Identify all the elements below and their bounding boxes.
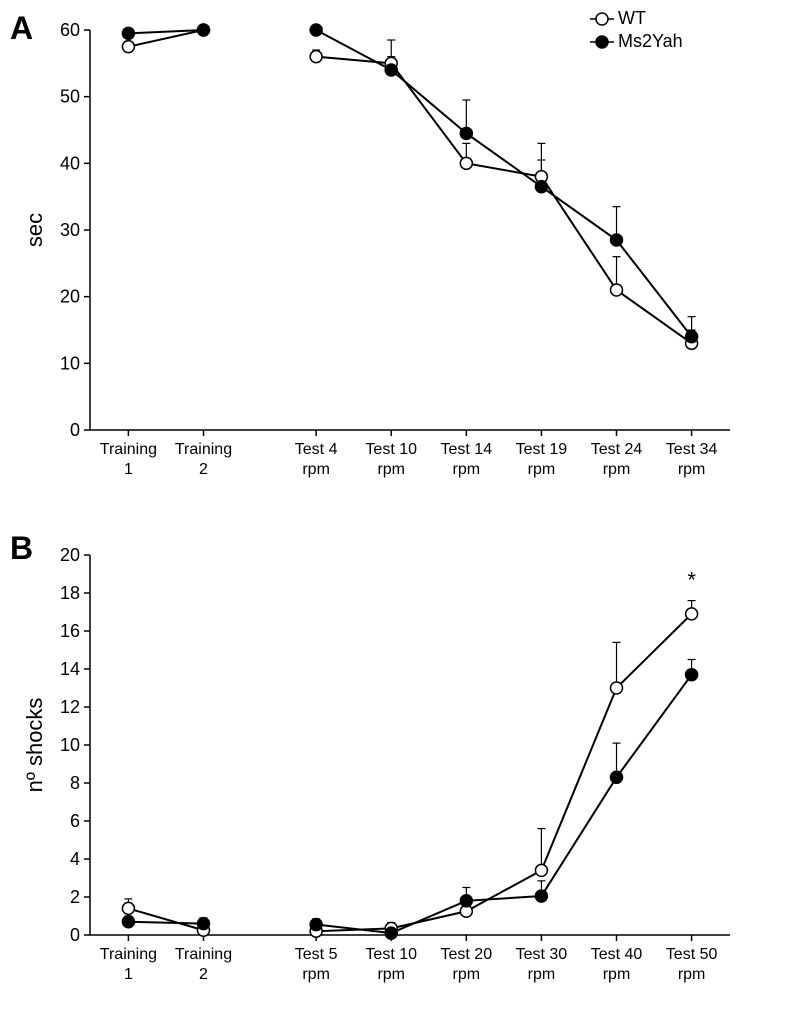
- data-marker: [122, 902, 134, 914]
- data-marker: [310, 919, 322, 931]
- data-marker: [122, 916, 134, 928]
- y-tick-label: 16: [60, 621, 80, 641]
- series-line: [128, 922, 203, 924]
- data-marker: [197, 918, 209, 930]
- x-tick-label: Training: [100, 946, 157, 963]
- annotation: *: [687, 567, 696, 592]
- x-tick-label: rpm: [377, 461, 405, 478]
- x-tick-label: Test 34: [666, 441, 718, 458]
- data-marker: [535, 181, 547, 193]
- y-tick-label: 14: [60, 659, 80, 679]
- x-tick-label: Test 24: [591, 441, 643, 458]
- x-tick-label: rpm: [603, 966, 631, 983]
- x-tick-label: rpm: [603, 461, 631, 478]
- x-tick-label: 1: [124, 461, 133, 478]
- x-tick-label: Training: [175, 946, 232, 963]
- x-tick-label: Training: [100, 441, 157, 458]
- y-tick-label: 30: [60, 220, 80, 240]
- y-tick-label: 20: [60, 287, 80, 307]
- x-tick-label: Test 5: [295, 946, 338, 963]
- y-tick-label: 50: [60, 87, 80, 107]
- x-tick-label: Test 30: [516, 946, 568, 963]
- data-marker: [460, 895, 472, 907]
- x-tick-label: rpm: [678, 966, 706, 983]
- y-tick-label: 10: [60, 353, 80, 373]
- y-tick-label: 0: [70, 420, 80, 440]
- data-marker: [310, 24, 322, 36]
- x-tick-label: Test 40: [591, 946, 643, 963]
- x-tick-label: Test 10: [365, 946, 417, 963]
- x-tick-label: rpm: [528, 461, 556, 478]
- x-tick-label: Test 14: [441, 441, 493, 458]
- y-tick-label: 2: [70, 887, 80, 907]
- y-tick-label: 8: [70, 773, 80, 793]
- data-marker: [310, 51, 322, 63]
- data-marker: [385, 64, 397, 76]
- y-tick-label: 12: [60, 697, 80, 717]
- series-line: [316, 614, 691, 931]
- data-marker: [460, 127, 472, 139]
- series-line: [128, 908, 203, 930]
- x-tick-label: rpm: [302, 461, 330, 478]
- x-tick-label: rpm: [453, 461, 481, 478]
- x-tick-label: Test 19: [516, 441, 568, 458]
- data-marker: [686, 608, 698, 620]
- data-marker: [535, 890, 547, 902]
- x-tick-label: Training: [175, 441, 232, 458]
- series-line: [316, 30, 691, 337]
- x-tick-label: 1: [124, 966, 133, 983]
- y-tick-label: 10: [60, 735, 80, 755]
- data-marker: [686, 669, 698, 681]
- y-tick-label: 60: [60, 20, 80, 40]
- y-tick-label: 6: [70, 811, 80, 831]
- y-tick-label: 40: [60, 153, 80, 173]
- data-marker: [686, 331, 698, 343]
- x-tick-label: Test 4: [295, 441, 338, 458]
- x-tick-label: Test 20: [441, 946, 493, 963]
- x-tick-label: 2: [199, 966, 208, 983]
- y-axis-label: sec: [22, 213, 47, 247]
- x-tick-label: rpm: [302, 966, 330, 983]
- x-tick-label: Test 10: [365, 441, 417, 458]
- data-marker: [122, 27, 134, 39]
- data-marker: [611, 284, 623, 296]
- y-tick-label: 0: [70, 925, 80, 945]
- series-line: [316, 675, 691, 933]
- data-marker: [611, 771, 623, 783]
- figure: A B WTMs2Yah 0102030405060secTraining1Tr…: [0, 0, 791, 1016]
- panel-b-chart: 0 2 4 6 8 10 12 14 16 18 20 nº shocks Training 1 Train…: [20, 545, 780, 1015]
- y-tick-label: 20: [60, 545, 80, 565]
- panel-a-chart: 0 10 20 30 40 50 60 sec Training 1 Training 2 Test 4…: [20, 20, 780, 510]
- y-tick-label: 4: [70, 849, 80, 869]
- y-tick-label: 18: [60, 583, 80, 603]
- x-tick-label: Test 50: [666, 946, 718, 963]
- data-marker: [535, 864, 547, 876]
- x-tick-label: rpm: [453, 966, 481, 983]
- x-tick-label: rpm: [528, 966, 556, 983]
- x-tick-label: rpm: [377, 966, 405, 983]
- data-marker: [197, 24, 209, 36]
- data-marker: [611, 234, 623, 246]
- x-tick-label: rpm: [678, 461, 706, 478]
- y-axis-label: nº shocks: [22, 698, 47, 793]
- data-marker: [460, 157, 472, 169]
- x-tick-label: 2: [199, 461, 208, 478]
- data-marker: [122, 41, 134, 53]
- data-marker: [611, 682, 623, 694]
- series-line: [316, 57, 691, 344]
- data-marker: [385, 927, 397, 939]
